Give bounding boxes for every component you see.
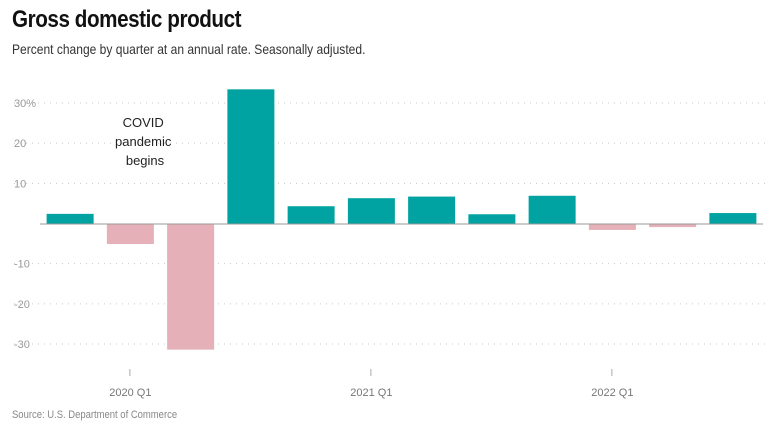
y-tick-label: 30% <box>14 98 36 110</box>
bar-2021-q1 <box>347 198 395 224</box>
annotation-line-2: pandemic <box>115 134 172 149</box>
chart-title: Gross domestic product <box>12 6 242 33</box>
source-note: Source: U.S. Department of Commerce <box>12 409 178 421</box>
x-tick-label: 2022 Q1 <box>591 387 633 399</box>
x-axis-ticks: 2020 Q1 2021 Q1 2022 Q1 <box>109 369 633 399</box>
bar-2021-q4 <box>528 195 576 224</box>
bar-2019-q4 <box>46 213 94 224</box>
bar-2022-q1 <box>588 223 636 230</box>
bar-2022-q3 <box>709 213 757 224</box>
bar-2020-q1 <box>106 223 154 244</box>
x-tick-label: 2020 Q1 <box>109 387 151 399</box>
y-tick-label: -20 <box>14 299 30 311</box>
y-tick-label: 10 <box>14 178 26 190</box>
y-tick-label: -30 <box>14 339 30 351</box>
annotation-line-3: begins <box>126 153 165 168</box>
annotation-line-1: COVID <box>123 115 164 130</box>
covid-annotation: COVID pandemic begins <box>115 115 175 168</box>
y-axis-ticks: 30% 20 10 -10 -20 -30 <box>14 98 36 351</box>
y-tick-label: 20 <box>14 138 26 150</box>
bar-2021-q2 <box>408 196 456 224</box>
bar-2020-q3 <box>227 89 275 224</box>
x-tick-label: 2021 Q1 <box>350 387 392 399</box>
bar-2020-q2 <box>167 223 215 350</box>
bars <box>46 89 757 350</box>
bar-2022-q2 <box>649 223 697 228</box>
bar-2020-q4 <box>287 206 335 224</box>
chart-subtitle: Percent change by quarter at an annual r… <box>12 41 366 57</box>
bar-2021-q3 <box>468 214 516 224</box>
y-tick-label: -10 <box>14 259 30 271</box>
